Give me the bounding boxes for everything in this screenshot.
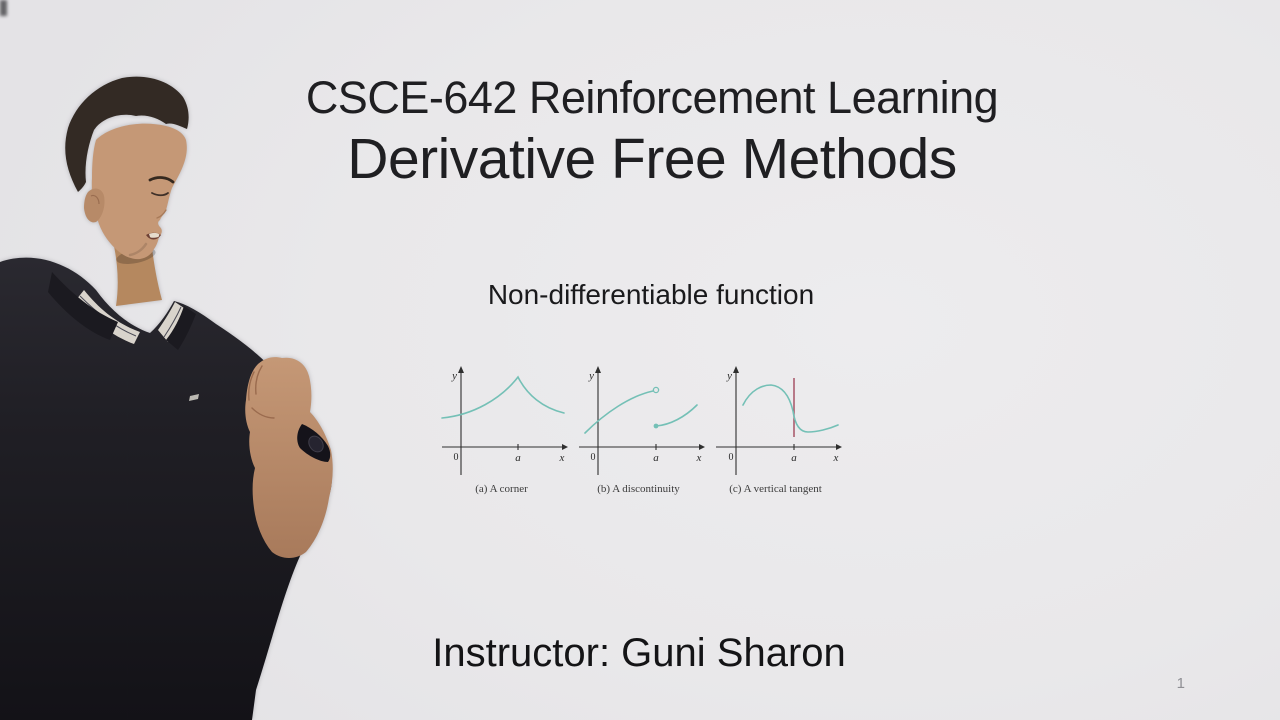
- collar-trim-right: [158, 302, 187, 342]
- slide-title-block: CSCE-642 Reinforcement Learning Derivati…: [12, 72, 1280, 190]
- y-axis-label: y: [588, 370, 594, 382]
- discontinuity-curve-right: [655, 404, 698, 427]
- y-axis-arrow: [595, 366, 601, 373]
- origin-label: 0: [454, 452, 459, 463]
- a-label: a: [791, 452, 797, 464]
- presenter-hair: [65, 76, 189, 192]
- caption-corner: (a) A corner: [475, 483, 528, 495]
- nose-line: [156, 209, 167, 219]
- shirt-logo: [189, 394, 199, 401]
- discontinuity-curve-left: [584, 390, 654, 434]
- collar-flap-left: [48, 272, 118, 340]
- thumb-line: [251, 407, 275, 419]
- origin-label: 0: [729, 452, 734, 463]
- x-axis-label: x: [696, 452, 702, 464]
- course-title: CSCE-642 Reinforcement Learning: [305, 72, 999, 123]
- page-number: 1: [1176, 675, 1185, 692]
- eyebrow: [148, 176, 175, 184]
- presenter-ear: [84, 188, 105, 223]
- x-axis-arrow: [836, 444, 842, 450]
- a-label: a: [515, 452, 521, 464]
- presenter-shirt: [0, 257, 332, 720]
- jaw-shading: [128, 242, 148, 257]
- vertical-tangent-curve: [742, 384, 839, 433]
- y-axis-arrow: [733, 366, 739, 373]
- x-axis-arrow: [699, 444, 705, 450]
- finger-fold-2: [255, 365, 263, 395]
- eye-line: [151, 192, 169, 197]
- caption-discontinuity: (b) A discontinuity: [597, 483, 680, 495]
- a-label: a: [653, 452, 659, 464]
- y-axis-label: y: [451, 370, 457, 382]
- presenter-photo: [0, 76, 333, 720]
- presenter-fist-arm: [245, 357, 333, 558]
- caption-vertical-tangent: (c) A vertical tangent: [729, 483, 822, 495]
- discontinuity-plot: y 0 a x: [579, 366, 705, 475]
- figure-panel-corner: y 0 a x (a) A corner: [433, 361, 570, 495]
- corner-artifact: [0, 0, 7, 16]
- non-differentiable-figure: y 0 a x (a) A corner y 0 a x (b) A disco…: [433, 361, 844, 495]
- teeth: [149, 232, 160, 238]
- origin-label: 0: [591, 452, 596, 463]
- lecture-title: Derivative Free Methods: [347, 127, 957, 191]
- corner-plot: y 0 a x: [441, 366, 568, 475]
- ear-inner-line: [90, 194, 100, 205]
- finger-fold-1: [248, 371, 255, 401]
- vertical-tangent-plot: y 0 a x: [716, 366, 842, 475]
- y-axis-arrow: [458, 366, 464, 373]
- closed-endpoint: [653, 423, 659, 429]
- slide-subtitle: Non-differentiable function: [487, 279, 815, 310]
- x-axis-label: x: [559, 452, 565, 464]
- presenter-face: [91, 123, 187, 260]
- x-axis-label: x: [833, 452, 839, 464]
- collar-trim-stripe-right: [163, 306, 182, 338]
- open-endpoint: [652, 386, 660, 394]
- figure-panel-vertical-tangent: y 0 a x (c) A vertical tangent: [707, 361, 844, 495]
- y-axis-label: y: [726, 370, 732, 382]
- presenter-neck: [114, 246, 162, 306]
- corner-curve: [441, 375, 565, 419]
- x-axis-arrow: [562, 444, 568, 450]
- watch-face: [308, 435, 324, 453]
- figure-panel-discontinuity: y 0 a x (b) A discontinuity: [570, 361, 707, 495]
- collar-flap-right: [166, 306, 196, 350]
- instructor-line: Instructor: Guni Sharon: [432, 631, 846, 675]
